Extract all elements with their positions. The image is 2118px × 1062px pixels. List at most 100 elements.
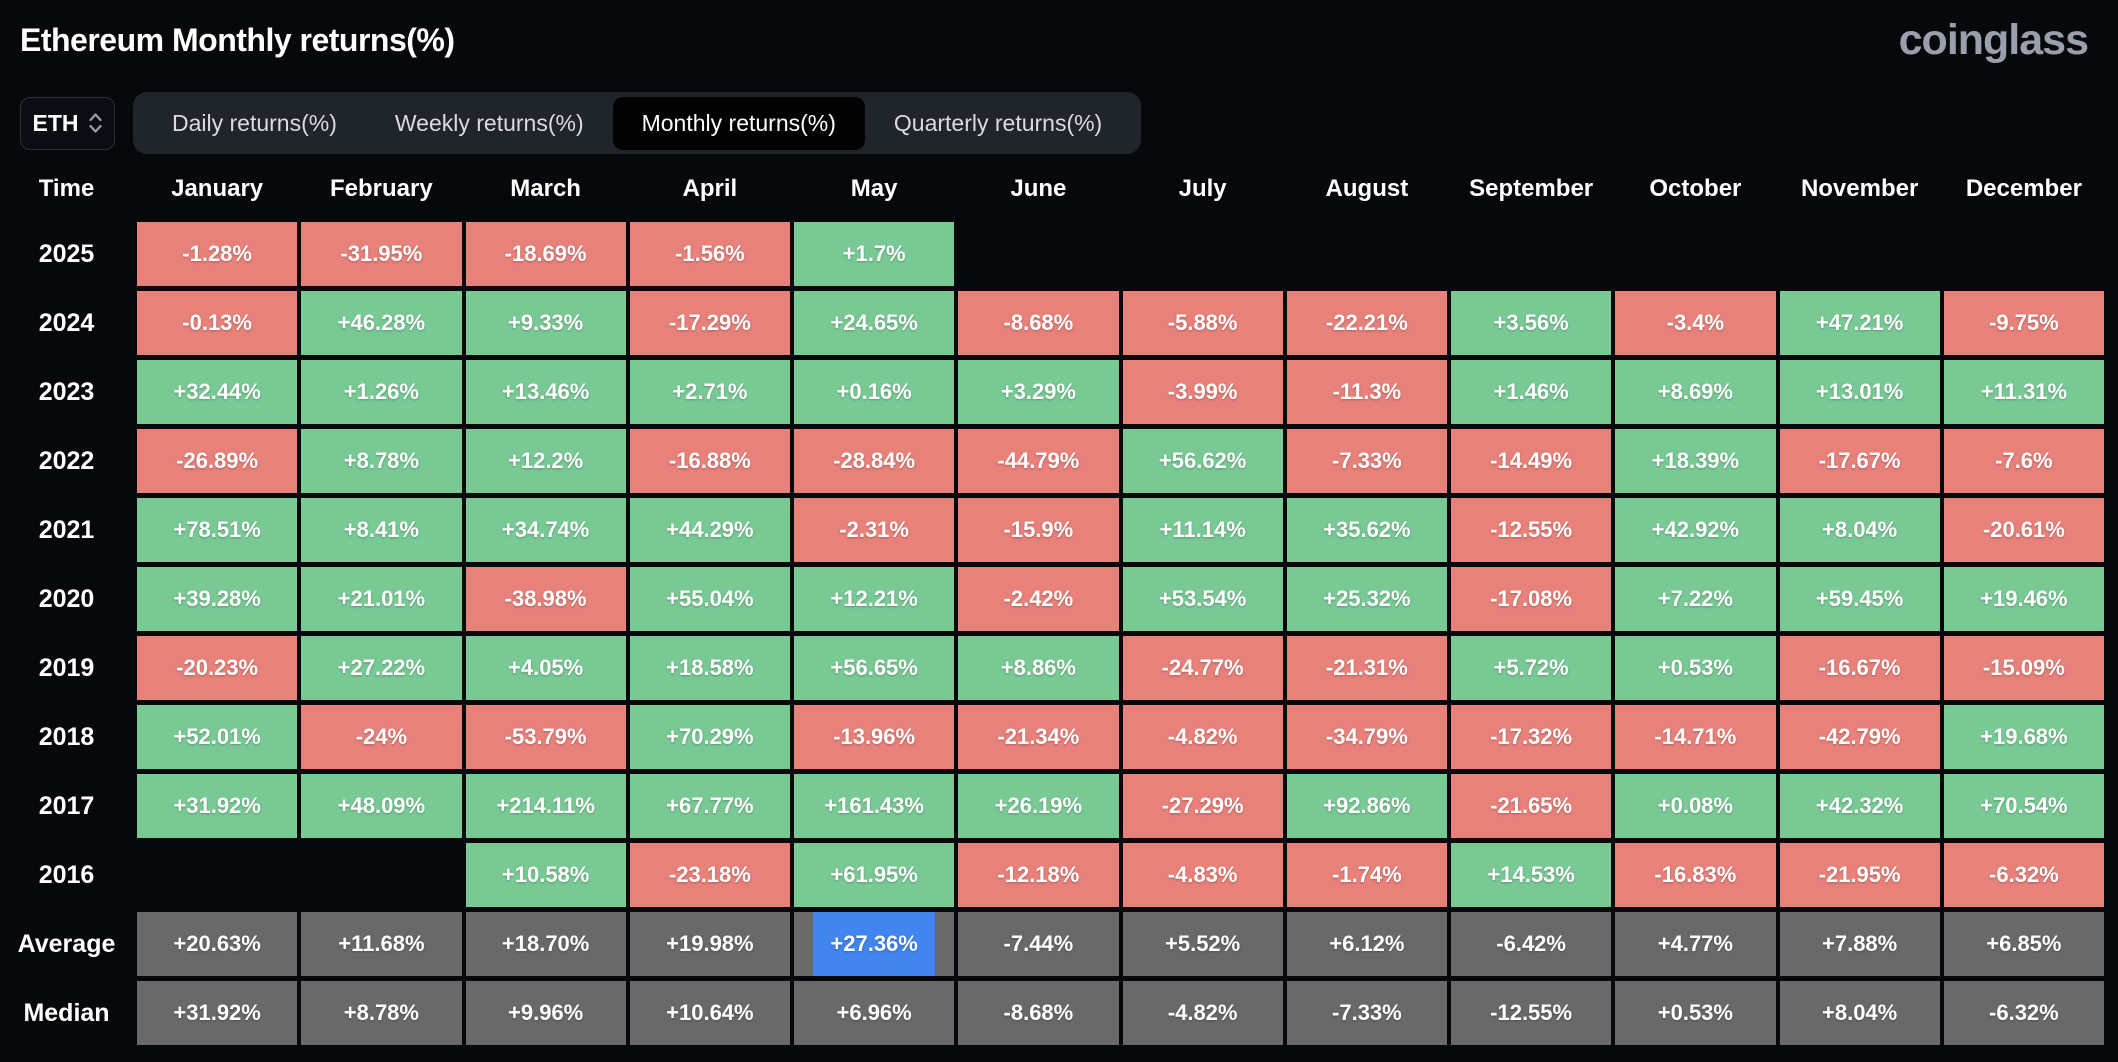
cell-2025-february[interactable]: -31.95% — [301, 222, 462, 286]
cell-2017-june[interactable]: +26.19% — [958, 774, 1119, 838]
cell-2016-july[interactable]: -4.83% — [1122, 843, 1283, 907]
cell-2023-april[interactable]: +2.71% — [629, 360, 790, 424]
cell-2024-june[interactable]: -8.68% — [958, 291, 1119, 355]
cell-median-july[interactable]: -4.82% — [1122, 981, 1283, 1045]
cell-median-february[interactable]: +8.78% — [301, 981, 462, 1045]
cell-2023-march[interactable]: +13.46% — [465, 360, 626, 424]
tab-daily-returns[interactable]: Daily returns(%) — [172, 109, 337, 136]
cell-2024-may[interactable]: +24.65% — [794, 291, 955, 355]
cell-2018-september[interactable]: -17.32% — [1451, 705, 1612, 769]
cell-2019-april[interactable]: +18.58% — [629, 636, 790, 700]
cell-average-march[interactable]: +18.70% — [465, 912, 626, 976]
cell-2020-september[interactable]: -17.08% — [1451, 567, 1612, 631]
cell-2020-january[interactable]: +39.28% — [137, 567, 298, 631]
cell-2021-march[interactable]: +34.74% — [465, 498, 626, 562]
cell-2017-november[interactable]: +42.32% — [1779, 774, 1940, 838]
cell-average-february[interactable]: +11.68% — [301, 912, 462, 976]
cell-2020-november[interactable]: +59.45% — [1779, 567, 1940, 631]
cell-2024-march[interactable]: +9.33% — [465, 291, 626, 355]
cell-median-january[interactable]: +31.92% — [137, 981, 298, 1045]
cell-2021-february[interactable]: +8.41% — [301, 498, 462, 562]
symbol-select[interactable]: ETH — [20, 96, 115, 150]
cell-average-october[interactable]: +4.77% — [1615, 912, 1776, 976]
cell-2019-july[interactable]: -24.77% — [1122, 636, 1283, 700]
cell-median-april[interactable]: +10.64% — [629, 981, 790, 1045]
cell-2018-november[interactable]: -42.79% — [1779, 705, 1940, 769]
cell-2016-september[interactable]: +14.53% — [1451, 843, 1612, 907]
cell-2023-october[interactable]: +8.69% — [1615, 360, 1776, 424]
cell-2017-march[interactable]: +214.11% — [465, 774, 626, 838]
cell-2021-december[interactable]: -20.61% — [1943, 498, 2104, 562]
cell-2022-february[interactable]: +8.78% — [301, 429, 462, 493]
cell-2020-july[interactable]: +53.54% — [1122, 567, 1283, 631]
cell-2025-april[interactable]: -1.56% — [629, 222, 790, 286]
cell-2024-february[interactable]: +46.28% — [301, 291, 462, 355]
cell-2023-may[interactable]: +0.16% — [794, 360, 955, 424]
cell-2018-december[interactable]: +19.68% — [1943, 705, 2104, 769]
cell-2016-june[interactable]: -12.18% — [958, 843, 1119, 907]
cell-2024-december[interactable]: -9.75% — [1943, 291, 2104, 355]
cell-2021-september[interactable]: -12.55% — [1451, 498, 1612, 562]
cell-2018-january[interactable]: +52.01% — [137, 705, 298, 769]
cell-2016-october[interactable]: -16.83% — [1615, 843, 1776, 907]
cell-median-december[interactable]: -6.32% — [1943, 981, 2104, 1045]
cell-median-august[interactable]: -7.33% — [1286, 981, 1447, 1045]
cell-2025-january[interactable]: -1.28% — [137, 222, 298, 286]
cell-2021-may[interactable]: -2.31% — [794, 498, 955, 562]
cell-2017-april[interactable]: +67.77% — [629, 774, 790, 838]
cell-2019-january[interactable]: -20.23% — [137, 636, 298, 700]
cell-2020-april[interactable]: +55.04% — [629, 567, 790, 631]
cell-2022-august[interactable]: -7.33% — [1286, 429, 1447, 493]
cell-2020-march[interactable]: -38.98% — [465, 567, 626, 631]
cell-2023-january[interactable]: +32.44% — [137, 360, 298, 424]
cell-2024-january[interactable]: -0.13% — [137, 291, 298, 355]
tab-quarterly-returns[interactable]: Quarterly returns(%) — [893, 109, 1103, 136]
cell-2020-may[interactable]: +12.21% — [794, 567, 955, 631]
cell-2017-december[interactable]: +70.54% — [1943, 774, 2104, 838]
cell-2020-august[interactable]: +25.32% — [1286, 567, 1447, 631]
cell-2021-january[interactable]: +78.51% — [137, 498, 298, 562]
cell-2017-january[interactable]: +31.92% — [137, 774, 298, 838]
cell-2023-august[interactable]: -11.3% — [1286, 360, 1447, 424]
cell-2019-november[interactable]: -16.67% — [1779, 636, 1940, 700]
cell-2019-august[interactable]: -21.31% — [1286, 636, 1447, 700]
cell-2024-november[interactable]: +47.21% — [1779, 291, 1940, 355]
cell-2018-june[interactable]: -21.34% — [958, 705, 1119, 769]
cell-average-august[interactable]: +6.12% — [1286, 912, 1447, 976]
cell-2019-may[interactable]: +56.65% — [794, 636, 955, 700]
cell-2022-september[interactable]: -14.49% — [1451, 429, 1612, 493]
cell-2022-april[interactable]: -16.88% — [629, 429, 790, 493]
cell-2018-october[interactable]: -14.71% — [1615, 705, 1776, 769]
cell-2018-may[interactable]: -13.96% — [794, 705, 955, 769]
cell-2022-march[interactable]: +12.2% — [465, 429, 626, 493]
cell-median-may[interactable]: +6.96% — [794, 981, 955, 1045]
cell-2018-march[interactable]: -53.79% — [465, 705, 626, 769]
cell-average-january[interactable]: +20.63% — [137, 912, 298, 976]
cell-2017-july[interactable]: -27.29% — [1122, 774, 1283, 838]
cell-2024-august[interactable]: -22.21% — [1286, 291, 1447, 355]
cell-2020-december[interactable]: +19.46% — [1943, 567, 2104, 631]
cell-2016-november[interactable]: -21.95% — [1779, 843, 1940, 907]
cell-2021-july[interactable]: +11.14% — [1122, 498, 1283, 562]
cell-2018-july[interactable]: -4.82% — [1122, 705, 1283, 769]
cell-2016-march[interactable]: +10.58% — [465, 843, 626, 907]
cell-average-september[interactable]: -6.42% — [1451, 912, 1612, 976]
cell-average-december[interactable]: +6.85% — [1943, 912, 2104, 976]
cell-2024-april[interactable]: -17.29% — [629, 291, 790, 355]
cell-2021-august[interactable]: +35.62% — [1286, 498, 1447, 562]
cell-2022-october[interactable]: +18.39% — [1615, 429, 1776, 493]
cell-2023-february[interactable]: +1.26% — [301, 360, 462, 424]
cell-2017-august[interactable]: +92.86% — [1286, 774, 1447, 838]
cell-2022-may[interactable]: -28.84% — [794, 429, 955, 493]
cell-2023-september[interactable]: +1.46% — [1451, 360, 1612, 424]
cell-2017-september[interactable]: -21.65% — [1451, 774, 1612, 838]
cell-2020-february[interactable]: +21.01% — [301, 567, 462, 631]
cell-2022-january[interactable]: -26.89% — [137, 429, 298, 493]
cell-2016-august[interactable]: -1.74% — [1286, 843, 1447, 907]
cell-2022-december[interactable]: -7.6% — [1943, 429, 2104, 493]
cell-2019-february[interactable]: +27.22% — [301, 636, 462, 700]
cell-2023-december[interactable]: +11.31% — [1943, 360, 2104, 424]
cell-2018-april[interactable]: +70.29% — [629, 705, 790, 769]
cell-2021-october[interactable]: +42.92% — [1615, 498, 1776, 562]
cell-median-october[interactable]: +0.53% — [1615, 981, 1776, 1045]
